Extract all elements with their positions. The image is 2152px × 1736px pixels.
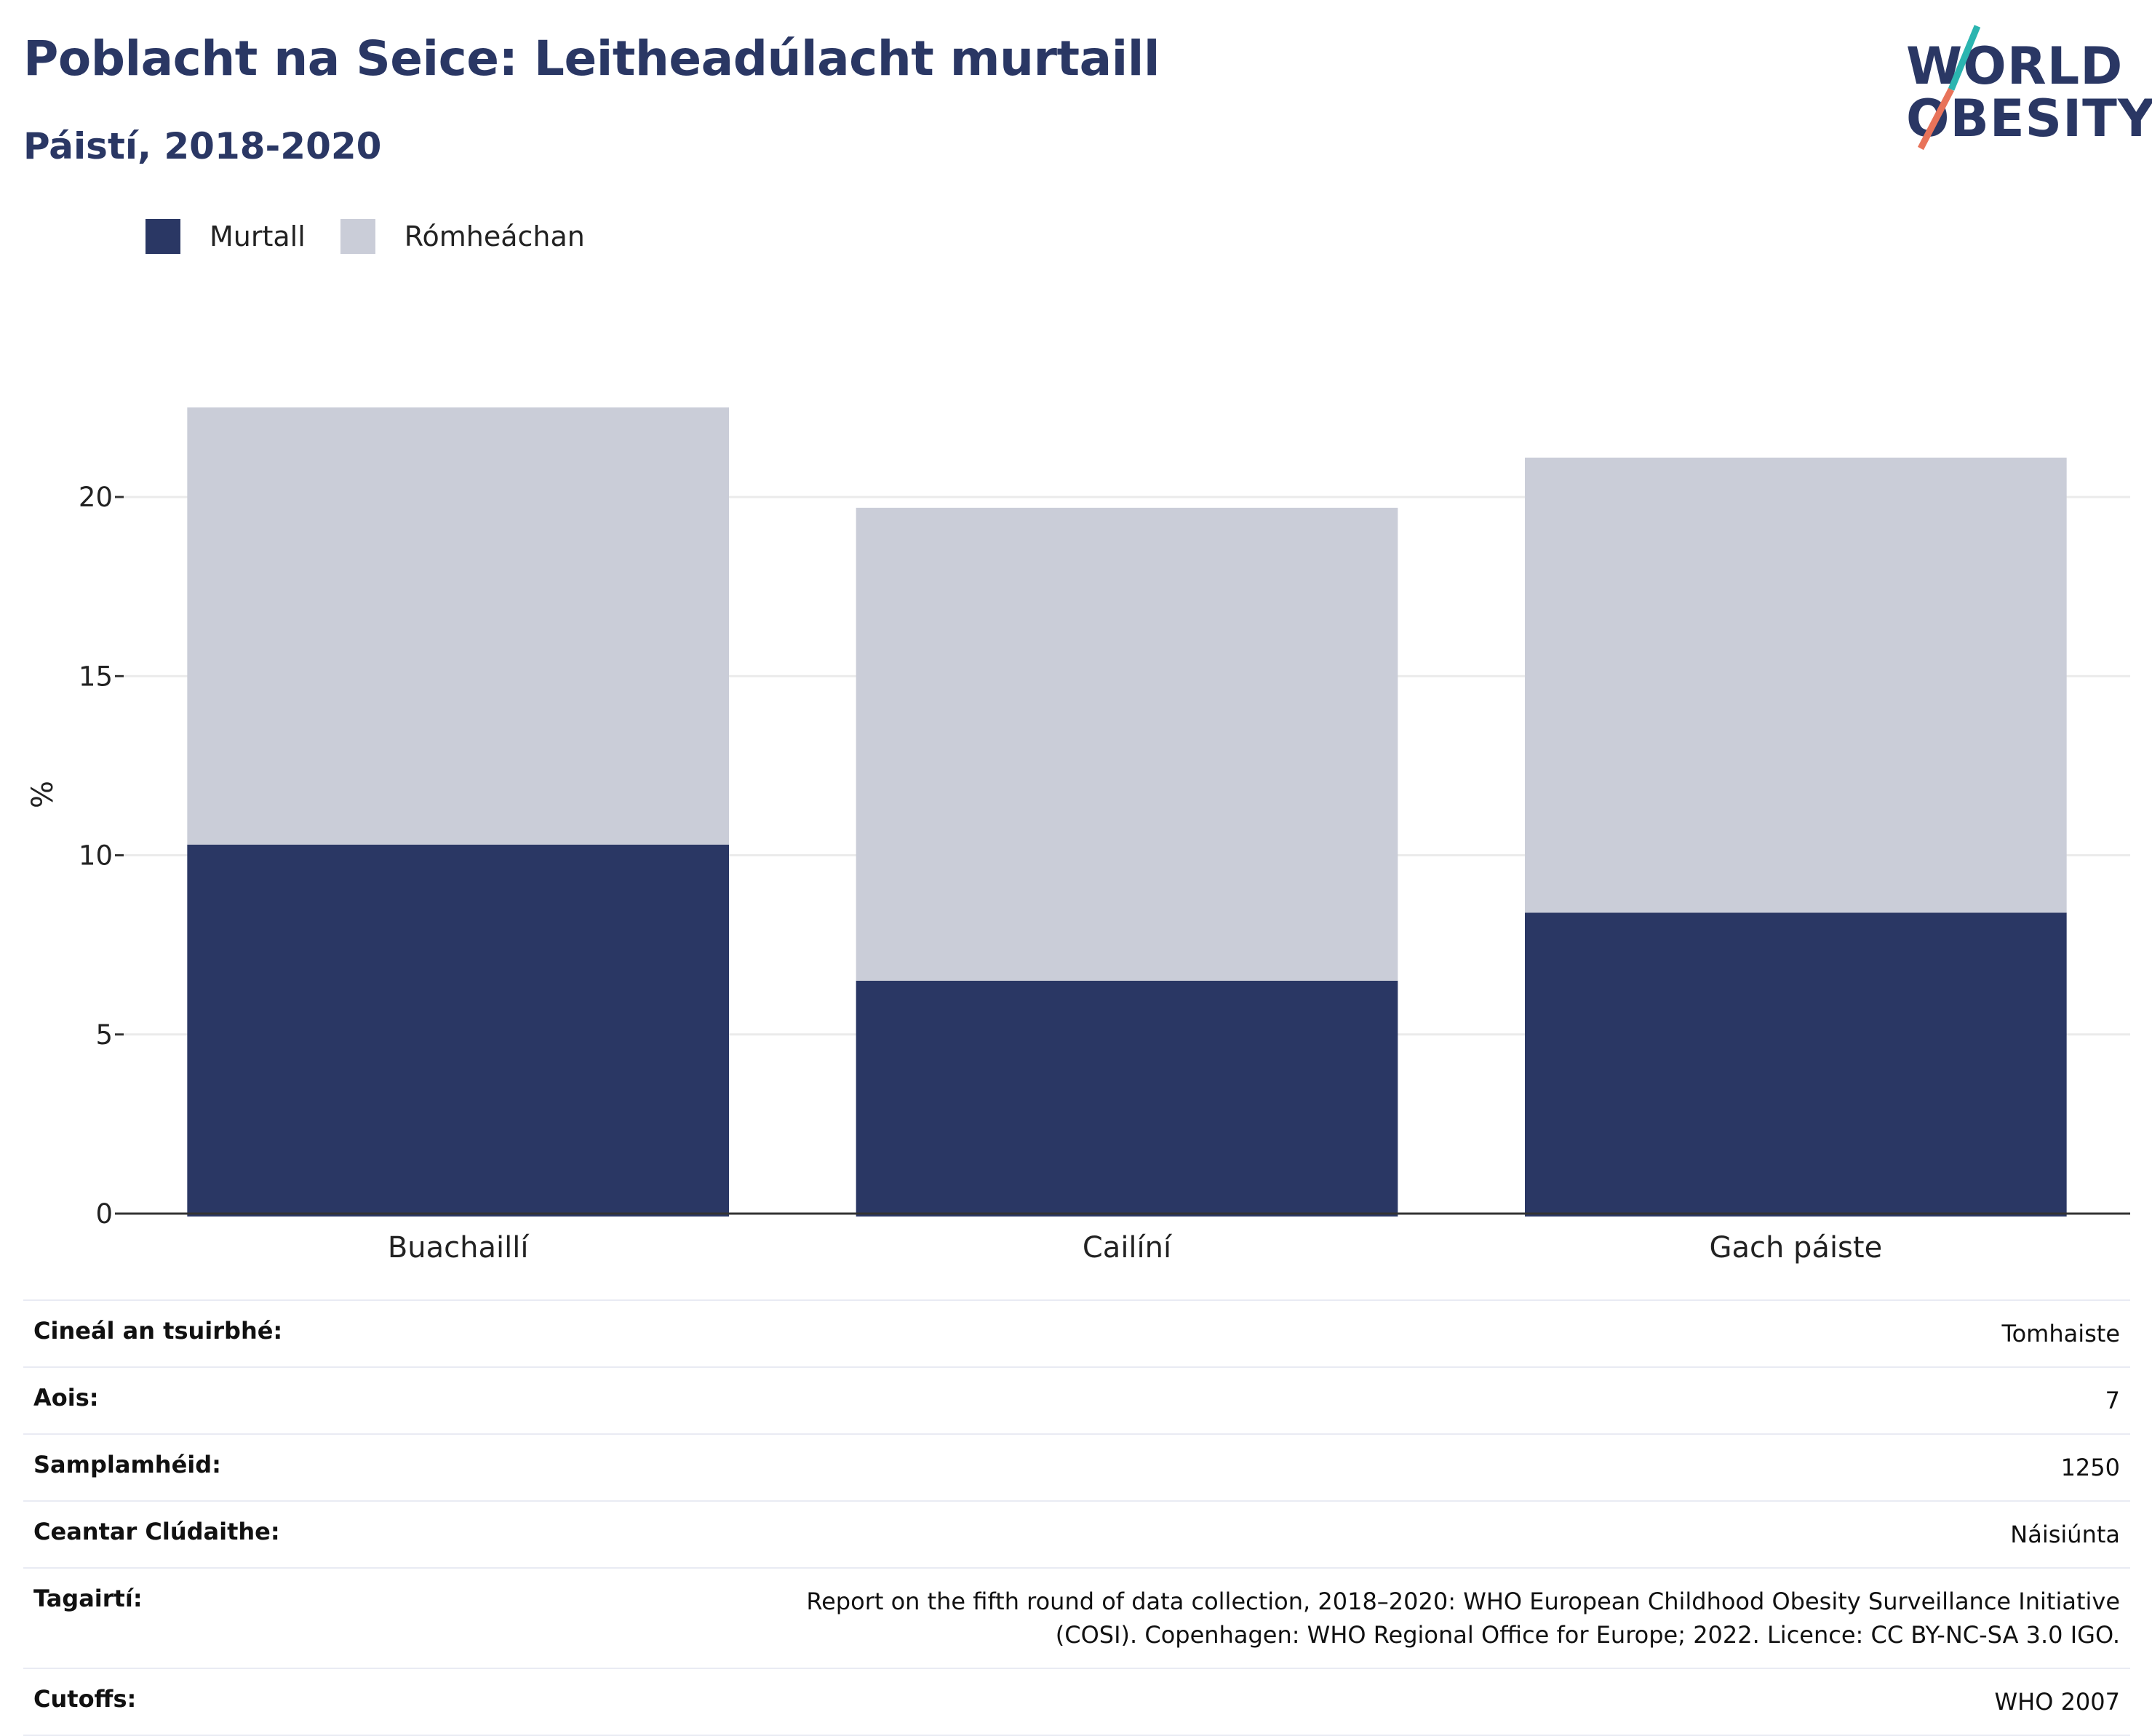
bar-obese <box>187 844 729 1217</box>
legend-label-overweight: Rómheáchan <box>404 220 585 252</box>
x-tick-label: Buachaillí <box>388 1231 530 1265</box>
metadata-value: WHO 2007 <box>292 1668 2130 1736</box>
bar-obese <box>1525 912 2067 1217</box>
world-obesity-logo: WORLD OBESITY <box>1892 20 2152 159</box>
legend-swatch-overweight <box>340 219 375 254</box>
legend-item-overweight: Rómheáchan <box>340 219 585 254</box>
metadata-label: Tagairtí: <box>23 1567 293 1668</box>
metadata-label: Ceantar Clúdaithe: <box>23 1500 293 1568</box>
metadata-label: Aois: <box>23 1366 293 1434</box>
x-tick-label: Gach páiste <box>1709 1231 1882 1265</box>
bar-chart: 0 5 10 15 20% Buachaillí Cailíní Gach páiste <box>26 407 2130 1265</box>
metadata-row: Cineál an tsuirbhé: Tomhaiste <box>23 1299 2130 1367</box>
metadata-row: Aois: 7 <box>23 1366 2130 1434</box>
chart-subtitle: Páistí, 2018-2020 <box>23 125 382 167</box>
chart-title: Poblacht na Seice: Leitheadúlacht murtai… <box>23 31 1160 87</box>
chart-legend: Murtall Rómheáchan <box>146 218 620 255</box>
legend-label-obese: Murtall <box>210 220 306 252</box>
metadata-row: Tagairtí: Report on the fifth round of d… <box>23 1567 2130 1668</box>
x-tick-label: Cailíní <box>1083 1231 1173 1265</box>
legend-swatch-obese <box>146 219 180 254</box>
metadata-row: Cutoffs: WHO 2007 <box>23 1668 2130 1736</box>
metadata-label: Samplamhéid: <box>23 1433 293 1501</box>
metadata-row: Ceantar Clúdaithe: Náisiúnta <box>23 1500 2130 1568</box>
metadata-value: Tomhaiste <box>292 1299 2130 1367</box>
bar-overweight <box>187 407 729 845</box>
logo-line-1: WORLD <box>1906 36 2124 96</box>
bar-overweight <box>856 507 1398 981</box>
bar-obese <box>856 980 1398 1217</box>
metadata-value: 1250 <box>292 1433 2130 1501</box>
metadata-table: Cineál an tsuirbhé: Tomhaiste Aois: 7 Sa… <box>23 1299 2130 1736</box>
metadata-value: 7 <box>292 1366 2130 1434</box>
y-axis-label: % <box>26 781 60 808</box>
metadata-label: Cineál an tsuirbhé: <box>23 1299 293 1367</box>
metadata-value: Náisiúnta <box>292 1500 2130 1568</box>
y-tick-label: 0 <box>95 1198 113 1230</box>
y-tick-label: 10 <box>79 840 113 872</box>
metadata-row: Samplamhéid: 1250 <box>23 1433 2130 1501</box>
y-tick-label: 15 <box>79 661 113 692</box>
legend-item-obese: Murtall <box>146 219 306 254</box>
logo-slash-icon <box>1918 25 1981 151</box>
y-tick-label: 20 <box>79 482 113 513</box>
metadata-value: Report on the fifth round of data collec… <box>292 1567 2130 1668</box>
metadata-label: Cutoffs: <box>23 1668 293 1736</box>
y-tick-label: 5 <box>95 1019 113 1051</box>
bar-overweight <box>1525 457 2067 913</box>
